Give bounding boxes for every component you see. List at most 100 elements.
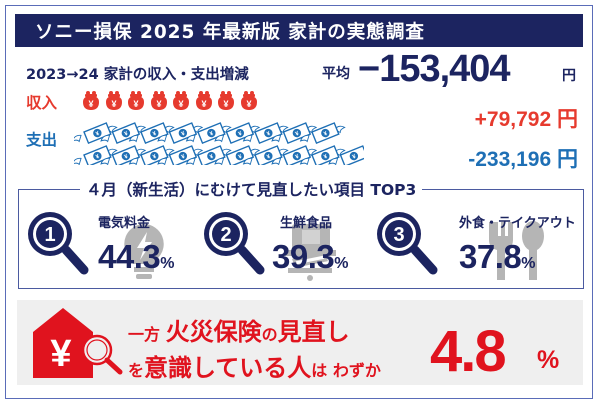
magnifier-rank-2-icon: 2 <box>204 212 265 275</box>
rank-1-category: 電気料金 <box>98 216 151 231</box>
rank-3-percent-value: 37.8 <box>459 238 522 275</box>
income-unit: 円 <box>557 108 578 131</box>
fire-highlight-1: 火災保険 <box>165 318 262 346</box>
svg-text:¥: ¥ <box>201 99 206 109</box>
svg-text:¥: ¥ <box>238 131 244 138</box>
svg-text:1: 1 <box>44 224 55 246</box>
svg-text:¥: ¥ <box>88 99 93 109</box>
fork-spoon-icon <box>489 221 544 280</box>
svg-text:¥: ¥ <box>124 154 130 161</box>
purse-yen-icon: ¥ <box>105 91 122 110</box>
flying-banknote-icon: ¥ <box>299 122 346 145</box>
expense-value: -233,196 円 <box>468 143 578 173</box>
svg-text:¥: ¥ <box>209 154 215 161</box>
rank-item-1: 1 電気料金 44.3% <box>24 208 214 288</box>
flying-banknote-icon: ¥ <box>74 122 118 145</box>
fire-particle: の <box>261 325 278 344</box>
rank-3-percent: 37.8% <box>459 238 535 276</box>
svg-text:¥: ¥ <box>95 131 101 138</box>
flying-banknote-icon: ¥ <box>299 145 346 165</box>
flying-banknote-icon: ¥ <box>242 122 289 145</box>
fire-line2-prefix: を <box>128 361 145 380</box>
svg-text:¥: ¥ <box>111 99 116 109</box>
svg-text:3: 3 <box>393 224 404 246</box>
svg-text:¥: ¥ <box>295 131 301 138</box>
flying-banknote-icon: ¥ <box>271 122 318 145</box>
page-title: ソニー損保 2025 年最新版 家計の実態調査 <box>35 21 425 43</box>
rank-1-percent: 44.3% <box>98 238 174 276</box>
svg-text:¥: ¥ <box>323 131 329 138</box>
rank-2-percent-value: 39.3 <box>272 238 335 275</box>
fire-highlight-2: 見直し <box>277 318 350 346</box>
svg-text:¥: ¥ <box>124 131 130 138</box>
flying-banknote-icon: ¥ <box>242 145 289 165</box>
average-label: 平均 <box>322 66 350 82</box>
fire-line2-suffix: わずか <box>332 361 381 380</box>
svg-text:¥: ¥ <box>181 131 187 138</box>
svg-text:¥: ¥ <box>50 333 71 375</box>
rank-2-percent-unit: % <box>334 255 349 272</box>
average-value: −153,404 <box>358 48 511 90</box>
svg-text:¥: ¥ <box>246 99 251 109</box>
rank-2-category: 生鮮食品 <box>280 216 333 231</box>
expense-label: 支出 <box>26 131 58 149</box>
house-yen-magnifier-icon: ¥ <box>33 308 123 378</box>
svg-text:¥: ¥ <box>352 154 358 161</box>
average-unit: 円 <box>562 68 576 84</box>
svg-text:¥: ¥ <box>156 99 161 109</box>
shopping-cart-icon <box>284 224 336 281</box>
income-amount: +79,792 <box>474 108 552 131</box>
purse-yen-icon: ¥ <box>218 91 234 110</box>
expense-unit: 円 <box>557 148 578 171</box>
fire-prefix: 一方 <box>128 325 161 344</box>
svg-text:¥: ¥ <box>266 131 272 138</box>
purse-yen-icon: ¥ <box>150 91 167 110</box>
flying-banknote-icon: ¥ <box>100 145 147 165</box>
fire-insurance-line-2: を意識している人は わずか <box>128 348 381 383</box>
svg-text:¥: ¥ <box>178 99 183 109</box>
flying-banknote-icon: ¥ <box>100 122 147 145</box>
rank-item-2: 2 生鮮食品 39.3% <box>200 208 390 288</box>
svg-text:¥: ¥ <box>133 99 138 109</box>
income-purse-row: ¥ ¥ ¥ ¥ ¥ ¥ ¥ ¥ <box>81 90 259 111</box>
income-value: +79,792 円 <box>475 103 578 133</box>
flying-banknote-icon: ¥ <box>271 145 318 165</box>
purse-yen-icon: ¥ <box>240 91 257 110</box>
svg-text:2: 2 <box>220 224 231 246</box>
rank-3-category: 外食・テイクアウト <box>459 216 576 231</box>
expense-banknote-rows: ¥ ¥ ¥ ¥ ¥ ¥ ¥ ¥ ¥ ¥ ¥ ¥ ¥ ¥ ¥ ¥ ¥ ¥ ¥ <box>74 122 364 165</box>
fire-insurance-percent: 4.8 <box>430 319 507 384</box>
magnifier-rank-1-icon: 1 <box>28 212 89 275</box>
purse-yen-icon: ¥ <box>195 91 212 110</box>
flying-banknote-icon: ¥ <box>328 145 364 165</box>
purse-yen-icon: ¥ <box>128 91 144 110</box>
rank-1-percent-value: 44.3 <box>98 238 161 275</box>
income-label: 収入 <box>26 94 58 112</box>
lightning-bulb-icon <box>124 224 164 279</box>
svg-text:¥: ¥ <box>209 131 215 138</box>
purse-yen-icon: ¥ <box>83 91 99 110</box>
rank-item-3: 3 外食・テイクアウト 37.8% <box>373 208 576 288</box>
fire-line2-highlight: 意識している人 <box>144 354 312 382</box>
flying-banknote-icon: ¥ <box>74 145 118 165</box>
fire-line2-particle: は <box>311 361 328 380</box>
title-bar: ソニー損保 2025 年最新版 家計の実態調査 <box>15 14 583 47</box>
rank-3-percent-unit: % <box>521 255 536 272</box>
svg-text:¥: ¥ <box>323 154 329 161</box>
svg-text:¥: ¥ <box>266 154 272 161</box>
summary-headline: 2023→24 家計の収入・支出増減 <box>26 67 249 83</box>
rank-2-percent: 39.3% <box>272 238 348 276</box>
flying-banknote-icon: ¥ <box>157 145 204 165</box>
expense-amount: -233,196 <box>468 148 552 171</box>
magnifier-rank-3-icon: 3 <box>377 212 438 275</box>
svg-text:¥: ¥ <box>238 154 244 161</box>
fire-insurance-percent-unit: % <box>537 346 560 374</box>
flying-banknote-icon: ¥ <box>185 122 232 145</box>
svg-text:¥: ¥ <box>95 154 101 161</box>
top3-title: ４月（新生活）にむけて見直したい項目 TOP3 <box>80 178 423 200</box>
rank-1-percent-unit: % <box>160 255 175 272</box>
svg-text:¥: ¥ <box>152 154 158 161</box>
flying-banknote-icon: ¥ <box>128 145 175 165</box>
svg-text:¥: ¥ <box>295 154 301 161</box>
flying-banknote-icon: ¥ <box>128 122 175 145</box>
